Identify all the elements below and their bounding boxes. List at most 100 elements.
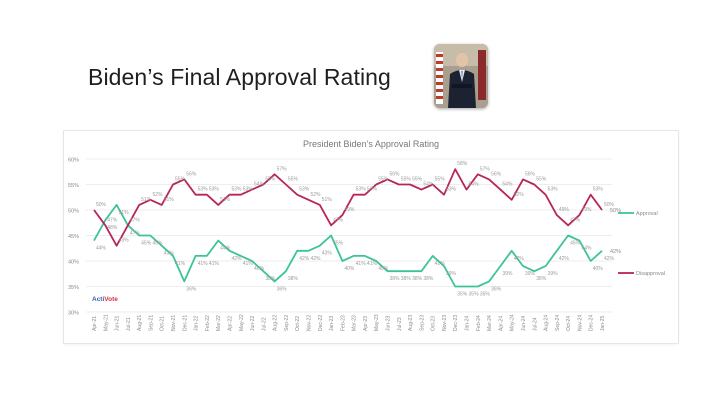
approval-data-label: 40% <box>593 266 604 272</box>
y-tick-label: 50% <box>68 209 79 215</box>
disapproval-data-label: 57% <box>480 166 491 172</box>
disapproval-data-label: 54% <box>254 182 265 188</box>
disapproval-data-label: 53% <box>243 187 254 193</box>
x-tick-label: May-22 <box>239 314 245 331</box>
x-tick-label: Jun-24 <box>521 315 527 331</box>
approval-data-label: 42% <box>514 256 525 262</box>
approval-data-label: 42% <box>231 256 242 262</box>
disapproval-data-label: 51% <box>220 197 231 203</box>
x-tick-label: Apr-21 <box>92 316 98 331</box>
x-tick-label: Dec-21 <box>182 315 188 331</box>
x-tick-label: Jan-22 <box>194 315 200 331</box>
approval-data-label: 44% <box>96 246 107 252</box>
disapproval-data-label: 47% <box>333 217 344 223</box>
approval-data-label: 36% <box>277 286 288 292</box>
x-tick-label: Oct-23 <box>431 316 437 331</box>
approval-data-label: 35% <box>480 292 491 298</box>
y-tick-label: 35% <box>68 285 79 291</box>
disapproval-data-label: 53% <box>209 187 220 193</box>
y-tick-label: 60% <box>68 158 79 164</box>
disapproval-data-label: 56% <box>186 171 197 177</box>
approval-data-label: 38% <box>423 276 434 282</box>
x-tick-label: Nov-24 <box>577 315 583 331</box>
portrait-image-icon <box>434 44 488 108</box>
x-tick-label: May-24 <box>510 314 516 331</box>
x-tick-label: Aug-21 <box>137 315 143 331</box>
approval-data-label: 43% <box>322 251 333 257</box>
x-tick-label: Mar-22 <box>216 315 222 331</box>
approval-data-label: 41% <box>435 261 446 267</box>
approval-data-label: 39% <box>548 271 559 277</box>
disapproval-data-label: 55% <box>378 177 389 183</box>
approval-data-label: 38% <box>390 276 401 282</box>
disapproval-data-label: 54% <box>502 182 513 188</box>
slide-title: Biden’s Final Approval Rating <box>88 64 391 90</box>
x-tick-label: Nov-23 <box>442 315 448 331</box>
approval-data-label: 35% <box>469 292 480 298</box>
approval-data-label: 41% <box>175 261 186 267</box>
x-tick-label: Oct-22 <box>295 316 301 331</box>
x-tick-label: Nov-21 <box>171 315 177 331</box>
x-tick-label: Jun-22 <box>250 315 256 331</box>
disapproval-data-label: 47% <box>130 217 141 223</box>
approval-data-label: 44% <box>220 246 231 252</box>
x-tick-label: Aug-22 <box>273 315 279 331</box>
approval-legend-label: Approval <box>636 211 658 217</box>
disapproval-legend-label: Disapproval <box>636 271 665 277</box>
x-tick-label: May-23 <box>374 314 380 331</box>
disapproval-data-label: 47% <box>570 217 581 223</box>
approval-data-label: 40% <box>378 266 389 272</box>
x-tick-label: Mar-24 <box>487 315 493 331</box>
approval-end-label: 42% <box>610 249 621 255</box>
portrait-photo <box>434 44 488 108</box>
x-tick-label: Aug-23 <box>408 315 414 331</box>
disapproval-data-label: 55% <box>536 177 547 183</box>
disapproval-data-label: 49% <box>344 207 355 213</box>
disapproval-data-label: 53% <box>356 187 367 193</box>
disapproval-data-label: 52% <box>152 192 163 198</box>
x-tick-label: Apr-22 <box>227 316 233 331</box>
disapproval-data-label: 58% <box>457 161 468 167</box>
activote-logo: ActiVote <box>92 296 118 303</box>
approval-data-label: 45% <box>570 241 581 247</box>
disapproval-data-label: 55% <box>435 177 446 183</box>
disapproval-end-label: 50% <box>610 208 621 214</box>
x-tick-label: Oct-21 <box>160 316 166 331</box>
disapproval-data-label: 49% <box>559 207 570 213</box>
x-tick-label: Jun-23 <box>386 315 392 331</box>
disapproval-data-label: 43% <box>119 238 130 244</box>
disapproval-data-label: 53% <box>593 187 604 193</box>
approval-data-label: 45% <box>152 241 163 247</box>
disapproval-data-label: 53% <box>198 187 209 193</box>
x-tick-label: Feb-23 <box>340 315 346 331</box>
disapproval-data-label: 49% <box>581 207 592 213</box>
approval-data-label: 38% <box>412 276 423 282</box>
line-chart: 30% 35% 40% 45% 50% 55% 60% Apr-21 May-21 Jun-21 J… <box>68 158 665 332</box>
chart-title: President Biden’s Approval Rating <box>303 139 439 149</box>
approval-data-label: 42% <box>310 256 321 262</box>
approval-data-label: 39% <box>446 271 457 277</box>
approval-data-label: 48% <box>107 225 118 231</box>
approval-line <box>93 204 603 288</box>
approval-data-label: 41% <box>209 261 220 267</box>
disapproval-data-label: 51% <box>322 197 333 203</box>
approval-data-label: 35% <box>457 292 468 298</box>
approval-data-label: 51% <box>119 210 130 216</box>
disapproval-data-label: 53% <box>367 187 378 193</box>
x-tick-label: Dec-22 <box>318 315 324 331</box>
disapproval-data-label: 56% <box>390 171 401 177</box>
approval-data-label: 41% <box>356 261 367 267</box>
x-tick-label: Dec-23 <box>453 315 459 331</box>
disapproval-data-label: 50% <box>96 202 107 208</box>
approval-data-label: 43% <box>164 251 175 257</box>
disapproval-data-label: 55% <box>412 177 423 183</box>
x-tick-label: Jul-23 <box>397 317 403 331</box>
disapproval-data-label: 53% <box>446 187 457 193</box>
approval-data-label: 38% <box>265 276 276 282</box>
x-tick-label: Jan-25 <box>600 315 606 331</box>
x-tick-label: Apr-24 <box>498 316 504 331</box>
approval-data-label: 41% <box>198 261 209 267</box>
disapproval-line <box>93 168 603 247</box>
x-tick-label: Aug-24 <box>544 315 550 331</box>
approval-data-label: 47% <box>130 230 141 236</box>
